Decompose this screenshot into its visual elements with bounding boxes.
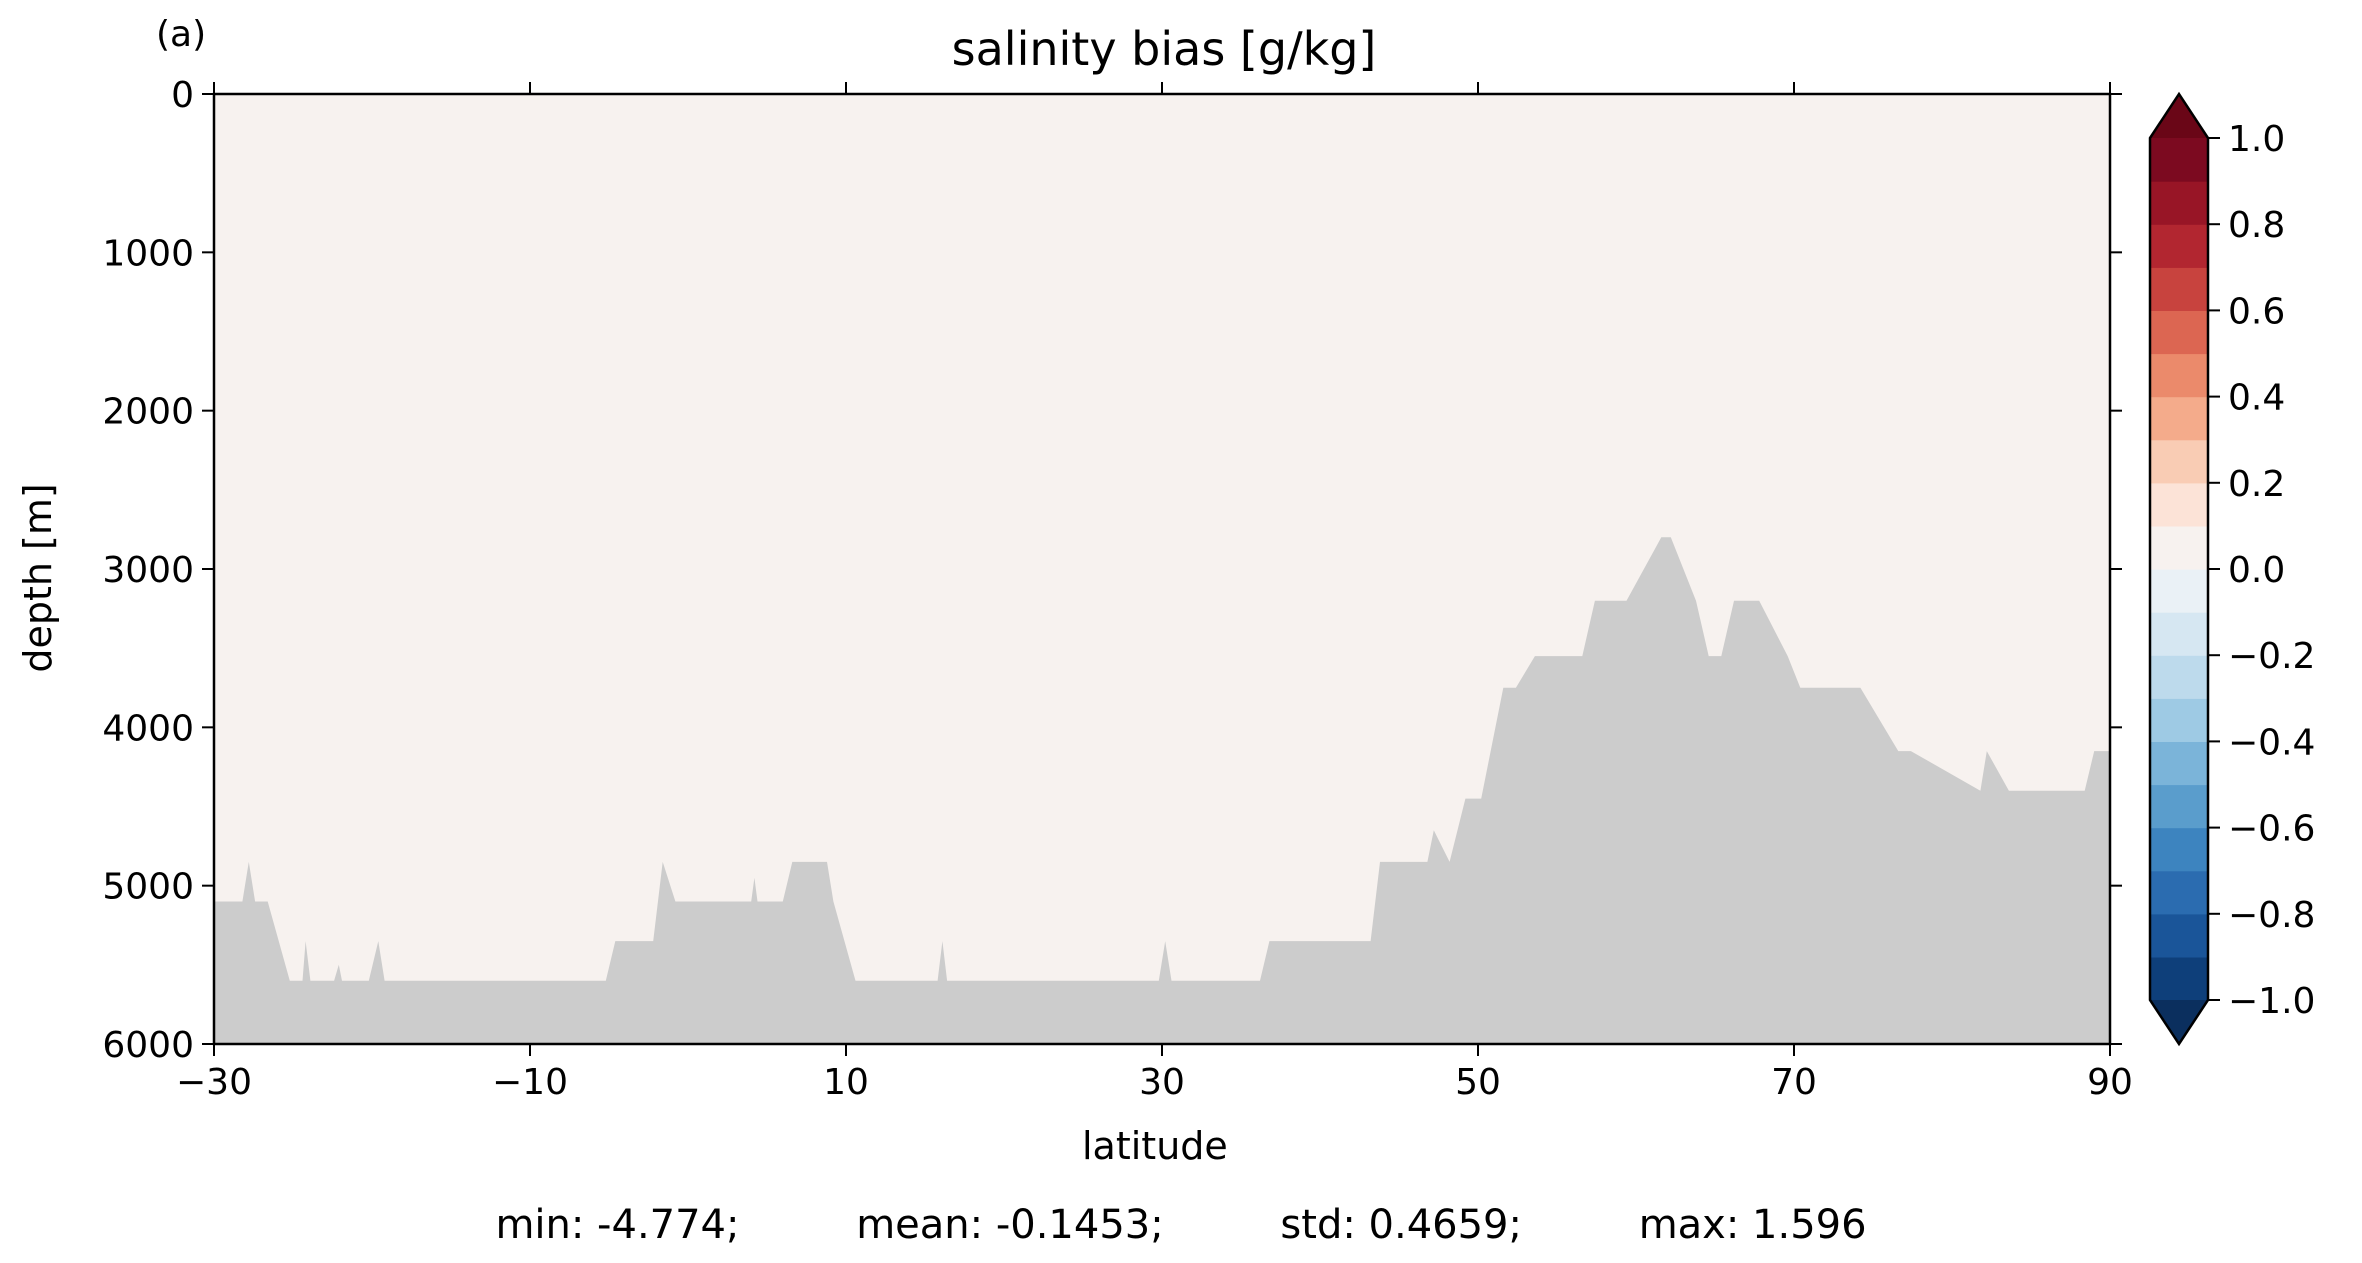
colorbar-band bbox=[2150, 956, 2208, 1001]
colorbar-band bbox=[2150, 525, 2208, 570]
colorbar-band bbox=[2150, 827, 2208, 872]
colorbar-band bbox=[2150, 784, 2208, 829]
y-tick-label: 1000 bbox=[102, 233, 194, 274]
colorbar-band bbox=[2150, 181, 2208, 225]
stat-min: min: -4.774; bbox=[495, 1202, 740, 1248]
y-tick-label: 4000 bbox=[102, 708, 194, 749]
colorbar-band bbox=[2150, 870, 2208, 915]
colorbar-band bbox=[2150, 698, 2208, 742]
chart-title: salinity bias [g/kg] bbox=[951, 22, 1377, 76]
colorbar-extend-min bbox=[2150, 1000, 2208, 1044]
y-tick-label: 0 bbox=[171, 75, 194, 116]
y-tick-label: 5000 bbox=[102, 867, 194, 908]
stat-mean: mean: -0.1453; bbox=[856, 1202, 1164, 1248]
colorbar-band bbox=[2150, 224, 2208, 268]
colorbar-tick-label: 0.2 bbox=[2228, 464, 2285, 505]
colorbar-tick-label: 1.0 bbox=[2228, 119, 2285, 160]
bathymetry-polygon bbox=[214, 537, 2110, 1044]
colorbar-tick-label: 0.8 bbox=[2228, 205, 2285, 246]
colorbar-tick-label: −0.8 bbox=[2228, 895, 2315, 936]
colorbar-band bbox=[2150, 353, 2208, 398]
x-tick-label: 50 bbox=[1455, 1062, 1501, 1103]
stat-std: std: 0.4659; bbox=[1280, 1202, 1522, 1248]
colorbar-band bbox=[2150, 655, 2208, 699]
colorbar-tick-label: 0.4 bbox=[2228, 378, 2285, 419]
colorbar-band bbox=[2150, 741, 2208, 786]
colorbar-band bbox=[2150, 612, 2208, 656]
x-tick-label: 90 bbox=[2087, 1062, 2133, 1103]
colorbar-tick-label: −1.0 bbox=[2228, 981, 2315, 1022]
x-axis-label: latitude bbox=[1082, 1124, 1228, 1168]
colorbar: −1.0 −0.8 −0.6 −0.4 −0.2 0.0 0.2 0.4 0.6 0.8 1.0 bbox=[2148, 91, 2315, 1047]
colorbar-band bbox=[2150, 310, 2208, 355]
x-tick-label: −10 bbox=[492, 1062, 568, 1103]
colorbar-band bbox=[2150, 569, 2208, 613]
axes: −30 −10 10 30 50 70 90 0 1000 2000 3000 4000 5000 600… bbox=[102, 75, 2133, 1103]
colorbar-band bbox=[2150, 439, 2208, 484]
colorbar-band bbox=[2150, 138, 2208, 182]
colorbar-band bbox=[2150, 913, 2208, 958]
y-tick-label: 3000 bbox=[102, 550, 194, 591]
panel-label: (a) bbox=[156, 14, 207, 55]
colorbar-tick-label: −0.6 bbox=[2228, 809, 2315, 850]
x-tick-label: 30 bbox=[1139, 1062, 1185, 1103]
colorbar-band bbox=[2150, 482, 2208, 527]
colorbar-tick-label: 0.0 bbox=[2228, 550, 2285, 591]
colorbar-band bbox=[2150, 396, 2208, 441]
colorbar-tick-label: 0.6 bbox=[2228, 291, 2285, 332]
x-tick-label: 70 bbox=[1771, 1062, 1817, 1103]
colorbar-tick-label: −0.2 bbox=[2228, 636, 2315, 677]
colorbar-band bbox=[2150, 267, 2208, 311]
statistics-line: min: -4.774; mean: -0.1453; std: 0.4659;… bbox=[0, 1202, 2362, 1248]
y-tick-label: 6000 bbox=[102, 1025, 194, 1066]
x-tick-label: 10 bbox=[823, 1062, 869, 1103]
x-tick-label: −30 bbox=[176, 1062, 252, 1103]
bathymetry-land bbox=[214, 537, 2110, 1044]
y-tick-label: 2000 bbox=[102, 392, 194, 433]
colorbar-tick-label: −0.4 bbox=[2228, 722, 2315, 763]
stat-max: max: 1.596 bbox=[1638, 1202, 1867, 1248]
colorbar-extend-max bbox=[2150, 94, 2208, 138]
